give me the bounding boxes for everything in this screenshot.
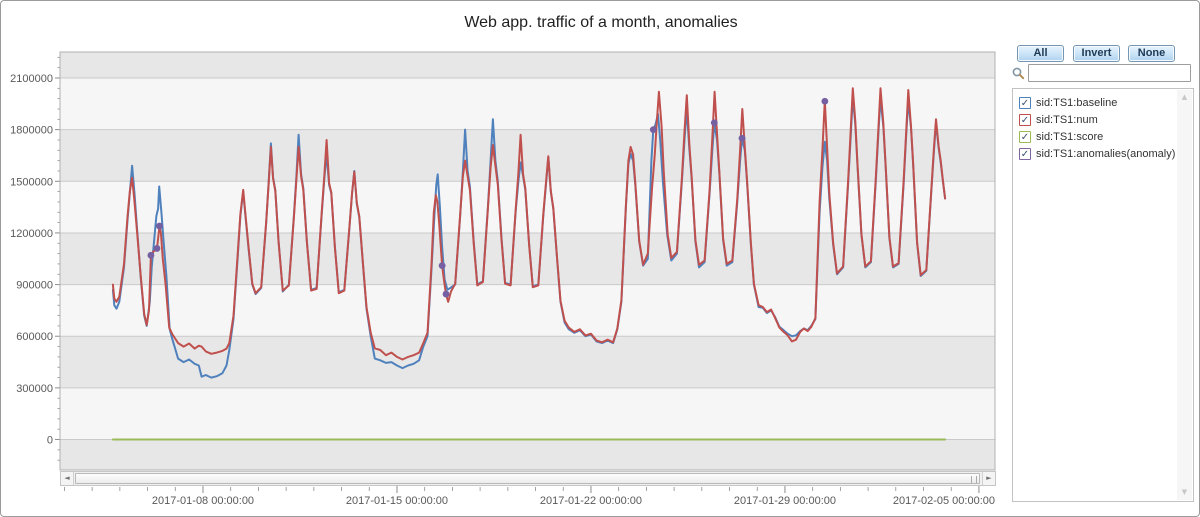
svg-text:2017-01-08 00:00:00: 2017-01-08 00:00:00	[152, 495, 254, 507]
anomaly-point	[442, 290, 450, 298]
anomaly-point	[156, 222, 163, 230]
scroll-left-button[interactable]: ◄	[61, 472, 74, 485]
series-checkbox-anomalies[interactable]: ✓	[1019, 148, 1031, 160]
chart-canvas[interactable]: 0 300000 600000 900000 1200000 1500000 1800000…	[1, 1, 1001, 513]
chart-horizontal-scrollbar[interactable]: ◄ ►	[60, 471, 996, 486]
svg-text:2017-02-05 00:00:00: 2017-02-05 00:00:00	[893, 495, 995, 507]
svg-text:900000: 900000	[16, 280, 53, 292]
page-title: Web app. traffic of a month, anomalies	[464, 14, 738, 31]
series-line-num	[111, 87, 947, 361]
legend-label: sid:TS1:baseline	[1036, 97, 1118, 109]
svg-text:1200000: 1200000	[10, 228, 53, 240]
svg-text:0: 0	[47, 435, 53, 447]
legend-label: sid:TS1:anomalies(anomaly)	[1036, 148, 1176, 160]
invert-button[interactable]: Invert	[1073, 45, 1120, 62]
svg-text:2100000: 2100000	[10, 73, 53, 85]
anomaly-point	[153, 245, 161, 252]
anomaly-point	[649, 126, 657, 134]
scroll-thumb-grip[interactable]	[971, 476, 977, 483]
series-panel: All Invert None ✓ sid:TS1:baseline ✓ sid…	[1006, 41, 1196, 506]
legend-item-anomalies: ✓ sid:TS1:anomalies(anomaly)	[1019, 146, 1175, 162]
scroll-down-button[interactable]: ▼	[1177, 485, 1192, 500]
svg-text:1500000: 1500000	[10, 176, 53, 188]
anomaly-point	[710, 119, 718, 127]
svg-text:1800000: 1800000	[10, 125, 53, 137]
legend-item-baseline: ✓ sid:TS1:baseline	[1019, 95, 1117, 111]
anomaly-point	[438, 262, 446, 270]
search-input[interactable]	[1028, 64, 1191, 82]
svg-text:300000: 300000	[16, 383, 53, 395]
series-list[interactable]: ✓ sid:TS1:baseline ✓ sid:TS1:num ✓ sid:T…	[1012, 88, 1194, 502]
svg-text:2017-01-22 00:00:00: 2017-01-22 00:00:00	[540, 495, 642, 507]
series-checkbox-baseline[interactable]: ✓	[1019, 97, 1031, 109]
legend-item-num: ✓ sid:TS1:num	[1019, 112, 1098, 128]
svg-text:600000: 600000	[16, 331, 53, 343]
all-button[interactable]: All	[1017, 45, 1064, 62]
anomaly-point	[821, 97, 829, 105]
scroll-up-button[interactable]: ▲	[1177, 90, 1192, 105]
svg-text:2017-01-29 00:00:00: 2017-01-29 00:00:00	[734, 495, 836, 507]
series-checkbox-score[interactable]: ✓	[1019, 131, 1031, 143]
series-checkbox-num[interactable]: ✓	[1019, 114, 1031, 126]
list-vertical-scrollbar[interactable]: ▲ ▼	[1177, 90, 1192, 500]
legend-item-score: ✓ sid:TS1:score	[1019, 129, 1103, 145]
search-icon	[1012, 67, 1025, 80]
legend-label: sid:TS1:num	[1036, 114, 1098, 126]
svg-text:2017-01-15 00:00:00: 2017-01-15 00:00:00	[346, 495, 448, 507]
search-row	[1009, 64, 1193, 83]
legend-label: sid:TS1:score	[1036, 131, 1104, 143]
anomaly-point	[738, 134, 746, 142]
scroll-thumb[interactable]	[75, 473, 980, 484]
anomaly-point	[147, 251, 155, 259]
none-button[interactable]: None	[1128, 45, 1175, 62]
scroll-right-button[interactable]: ►	[982, 472, 995, 485]
